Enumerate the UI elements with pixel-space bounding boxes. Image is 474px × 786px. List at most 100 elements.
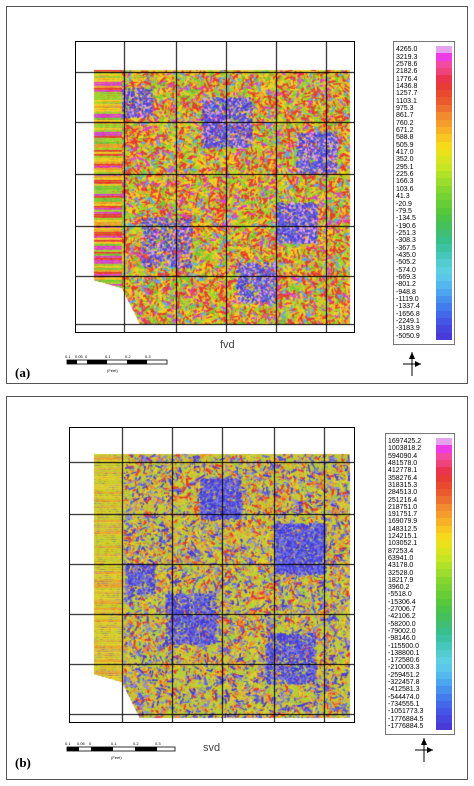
- colorbar-label: 43178.0: [388, 562, 414, 570]
- map-fvd: [76, 42, 354, 332]
- colorbar-swatch: [436, 540, 452, 548]
- colorbar-swatch: [436, 185, 452, 194]
- colorbar-swatch: [436, 489, 452, 497]
- colorbar-label: 3219.3: [396, 53, 418, 61]
- colorbar-label: 41.3: [396, 193, 410, 201]
- scale-tick-b-4: 0.2: [133, 741, 139, 746]
- scale-tick-b-5: 0.3: [155, 741, 161, 746]
- colorbar-swatch: [436, 82, 452, 91]
- colorbar-swatch: [436, 547, 452, 556]
- colorbar-swatch: [436, 148, 452, 157]
- colorbar-swatch: [436, 598, 452, 607]
- colorbar-label: 18217.9: [388, 576, 414, 584]
- colorbar-swatch: [436, 222, 452, 231]
- colorbar-label: -801.2: [396, 281, 416, 289]
- colorbar-label: -1337.4: [396, 303, 420, 311]
- scale-bar-b: 0.1 0.05 0 0.1 0.2 0.3 (Feet): [65, 741, 176, 760]
- colorbar-swatch: [436, 163, 452, 172]
- colorbar-label: 124215.1: [388, 533, 418, 541]
- colorbar-label: 3960.2: [388, 584, 410, 592]
- colorbar-swatch: [436, 273, 452, 282]
- colorbar-label: 32528.0: [388, 569, 414, 577]
- colorbar-swatch: [436, 664, 452, 672]
- colorbar-label: -544474.0: [388, 693, 420, 701]
- colorbar-swatch: [436, 112, 452, 120]
- colorbar-swatch: [436, 244, 452, 253]
- colorbar-swatch: [436, 605, 452, 614]
- colorbar-swatch: [436, 119, 452, 128]
- scale-unit-b: (Feet): [111, 755, 122, 760]
- colorbar-label: 1776.4: [396, 75, 418, 83]
- colorbar-swatch: [436, 53, 452, 61]
- colorbar-label: -5518.0: [388, 591, 412, 599]
- colorbar-swatch: [436, 207, 452, 216]
- colorbar-label: -259451.2: [388, 671, 420, 679]
- panel-label-a: (a): [15, 365, 31, 380]
- colorbar-swatch: [436, 170, 452, 179]
- map-title-b: svd: [203, 742, 221, 754]
- colorbar-swatch: [436, 317, 452, 326]
- colorbar-swatch: [436, 642, 452, 650]
- colorbar-swatch: [436, 259, 452, 267]
- colorbar-label: 1003818.2: [388, 445, 422, 453]
- north-arrow-b-icon: [415, 738, 433, 762]
- colorbar-swatch: [436, 649, 452, 658]
- map-frame-b: [69, 427, 355, 723]
- colorbar-label: -1656.8: [396, 310, 420, 318]
- colorbar-swatch: [436, 693, 452, 702]
- colorbar-swatch: [436, 75, 452, 84]
- colorbar-label: 1103.1: [396, 97, 417, 105]
- scale-unit-a: (Feet): [107, 368, 118, 373]
- colorbar-label: -505.2: [396, 259, 416, 267]
- colorbar-label: -115500.0: [388, 642, 420, 650]
- colorbar-swatch: [436, 496, 452, 504]
- colorbar-swatch: [436, 310, 452, 319]
- colorbar-swatch: [436, 481, 452, 490]
- map-frame-a: [75, 41, 355, 333]
- scale-tick-a-5: 0.3: [145, 354, 151, 359]
- colorbar-label: -58200.0: [388, 620, 416, 628]
- colorbar-label: 505.9: [396, 141, 414, 149]
- colorbar-label: -1776884.5: [388, 722, 424, 730]
- scale-bar-a: 0.1 0.05 0 0.1 0.2 0.3 (Feet): [65, 354, 168, 373]
- colorbar-label: -2249.1: [396, 318, 420, 326]
- colorbar-swatch: [436, 518, 452, 526]
- colorbar-label: -172580.6: [388, 657, 420, 665]
- colorbar-label: 103052.1: [388, 540, 418, 548]
- colorbar-swatch: [436, 325, 452, 333]
- colorbar-swatch: [436, 511, 452, 519]
- colorbar-label: 148312.5: [388, 525, 418, 533]
- colorbar-label: 295.1: [396, 163, 414, 171]
- colorbar-swatch: [436, 671, 452, 680]
- colorbar-label: -210003.3: [388, 664, 420, 672]
- colorbar-swatch: [436, 90, 452, 98]
- colorbar-label: 412778.1: [388, 467, 418, 475]
- colorbar-label: 2182.6: [396, 68, 418, 76]
- colorbar-swatch: [436, 635, 452, 643]
- colorbar-label: -27006.7: [388, 606, 416, 614]
- colorbar-swatch: [436, 46, 452, 54]
- scale-tick-b-3: 0.1: [111, 741, 117, 746]
- colorbar-swatch: [436, 686, 452, 694]
- colorbar-label: -42106.2: [388, 613, 416, 621]
- colorbar-label: -308.3: [396, 237, 416, 245]
- colorbar-label: 358276.4: [388, 474, 418, 482]
- colorbar-label: -20.9: [396, 200, 412, 208]
- colorbar-swatch: [436, 445, 452, 453]
- colorbar-label: 166.3: [396, 178, 414, 186]
- scale-tick-a-4: 0.2: [125, 354, 131, 359]
- colorbar-a: 4265.0 3219.3 2578.6 2182.6 1776.4 1436.8 1257…: [393, 41, 455, 345]
- colorbar-label: -251.3: [396, 229, 416, 237]
- colorbar-swatch: [436, 678, 452, 687]
- colorbar-label: -948.8: [396, 288, 416, 296]
- panel-a: (a) fvd 4265.0 3219.3 2578.6 2182.6 1776.4 14…: [6, 6, 468, 384]
- colorbar-label: -367.5: [396, 244, 416, 252]
- colorbar-swatch: [436, 281, 452, 289]
- colorbar-label: -669.3: [396, 274, 416, 282]
- colorbar-swatch: [436, 332, 452, 341]
- scale-tick-b-1: 0.05: [77, 741, 86, 746]
- colorbar-label: 169079.9: [388, 518, 418, 526]
- colorbar-label: 861.7: [396, 112, 414, 120]
- colorbar-swatch: [436, 591, 452, 599]
- colorbar-label: 191751.7: [388, 511, 418, 519]
